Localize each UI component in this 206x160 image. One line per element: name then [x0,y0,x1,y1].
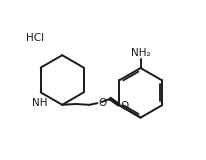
Text: O: O [99,98,107,108]
Text: HCl: HCl [26,33,44,43]
Text: NH: NH [32,98,48,108]
Text: NH₂: NH₂ [131,48,150,58]
Text: O: O [120,101,128,111]
